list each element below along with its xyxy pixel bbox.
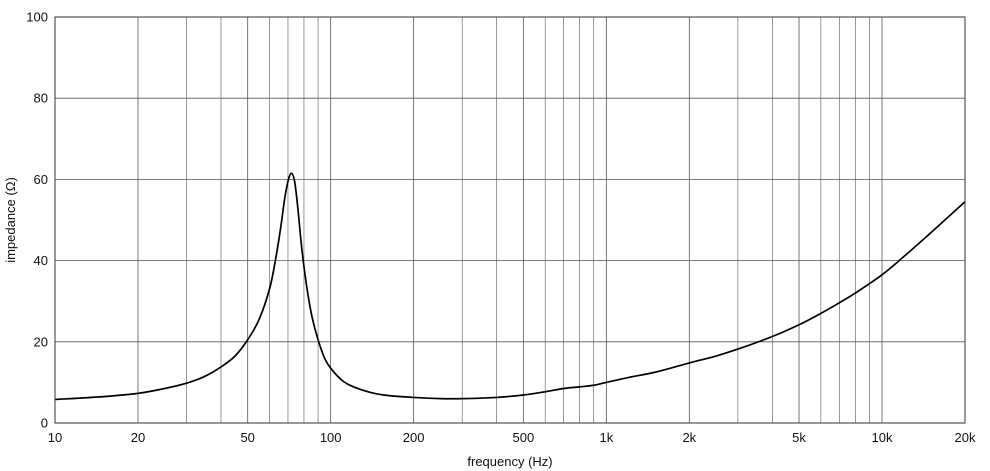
x-tick-label-3: 100 bbox=[320, 430, 342, 445]
impedance-series-line bbox=[54, 172, 966, 401]
x-tick-label-10: 20k bbox=[955, 430, 976, 445]
x-tick-label-9: 10k bbox=[872, 430, 893, 445]
y-tick-label-3: 60 bbox=[34, 172, 48, 187]
x-tick-label-6: 1k bbox=[599, 430, 613, 445]
x-tick-label-8: 5k bbox=[792, 430, 806, 445]
x-tick-labels: 10 20 50 100 200 500 1k 2k 5k 10k 20k bbox=[48, 430, 976, 445]
y-tick-label-1: 20 bbox=[34, 334, 48, 349]
y-tick-label-0: 0 bbox=[41, 416, 48, 431]
y-tick-label-4: 80 bbox=[34, 91, 48, 106]
y-tick-labels: 0 20 40 60 80 100 bbox=[26, 10, 48, 431]
y-axis-label: impedance (Ω) bbox=[3, 177, 18, 263]
x-tick-label-7: 2k bbox=[682, 430, 696, 445]
x-tick-label-2: 50 bbox=[240, 430, 254, 445]
x-axis-label: frequency (Hz) bbox=[467, 454, 552, 469]
y-tick-label-2: 40 bbox=[34, 253, 48, 268]
plot-area-frame bbox=[54, 16, 966, 424]
x-tick-label-0: 10 bbox=[48, 430, 62, 445]
x-tick-label-1: 20 bbox=[131, 430, 145, 445]
x-tick-label-4: 200 bbox=[403, 430, 425, 445]
grid-layer bbox=[54, 16, 966, 424]
y-tick-label-5: 100 bbox=[26, 10, 48, 25]
x-tick-label-5: 500 bbox=[513, 430, 535, 445]
